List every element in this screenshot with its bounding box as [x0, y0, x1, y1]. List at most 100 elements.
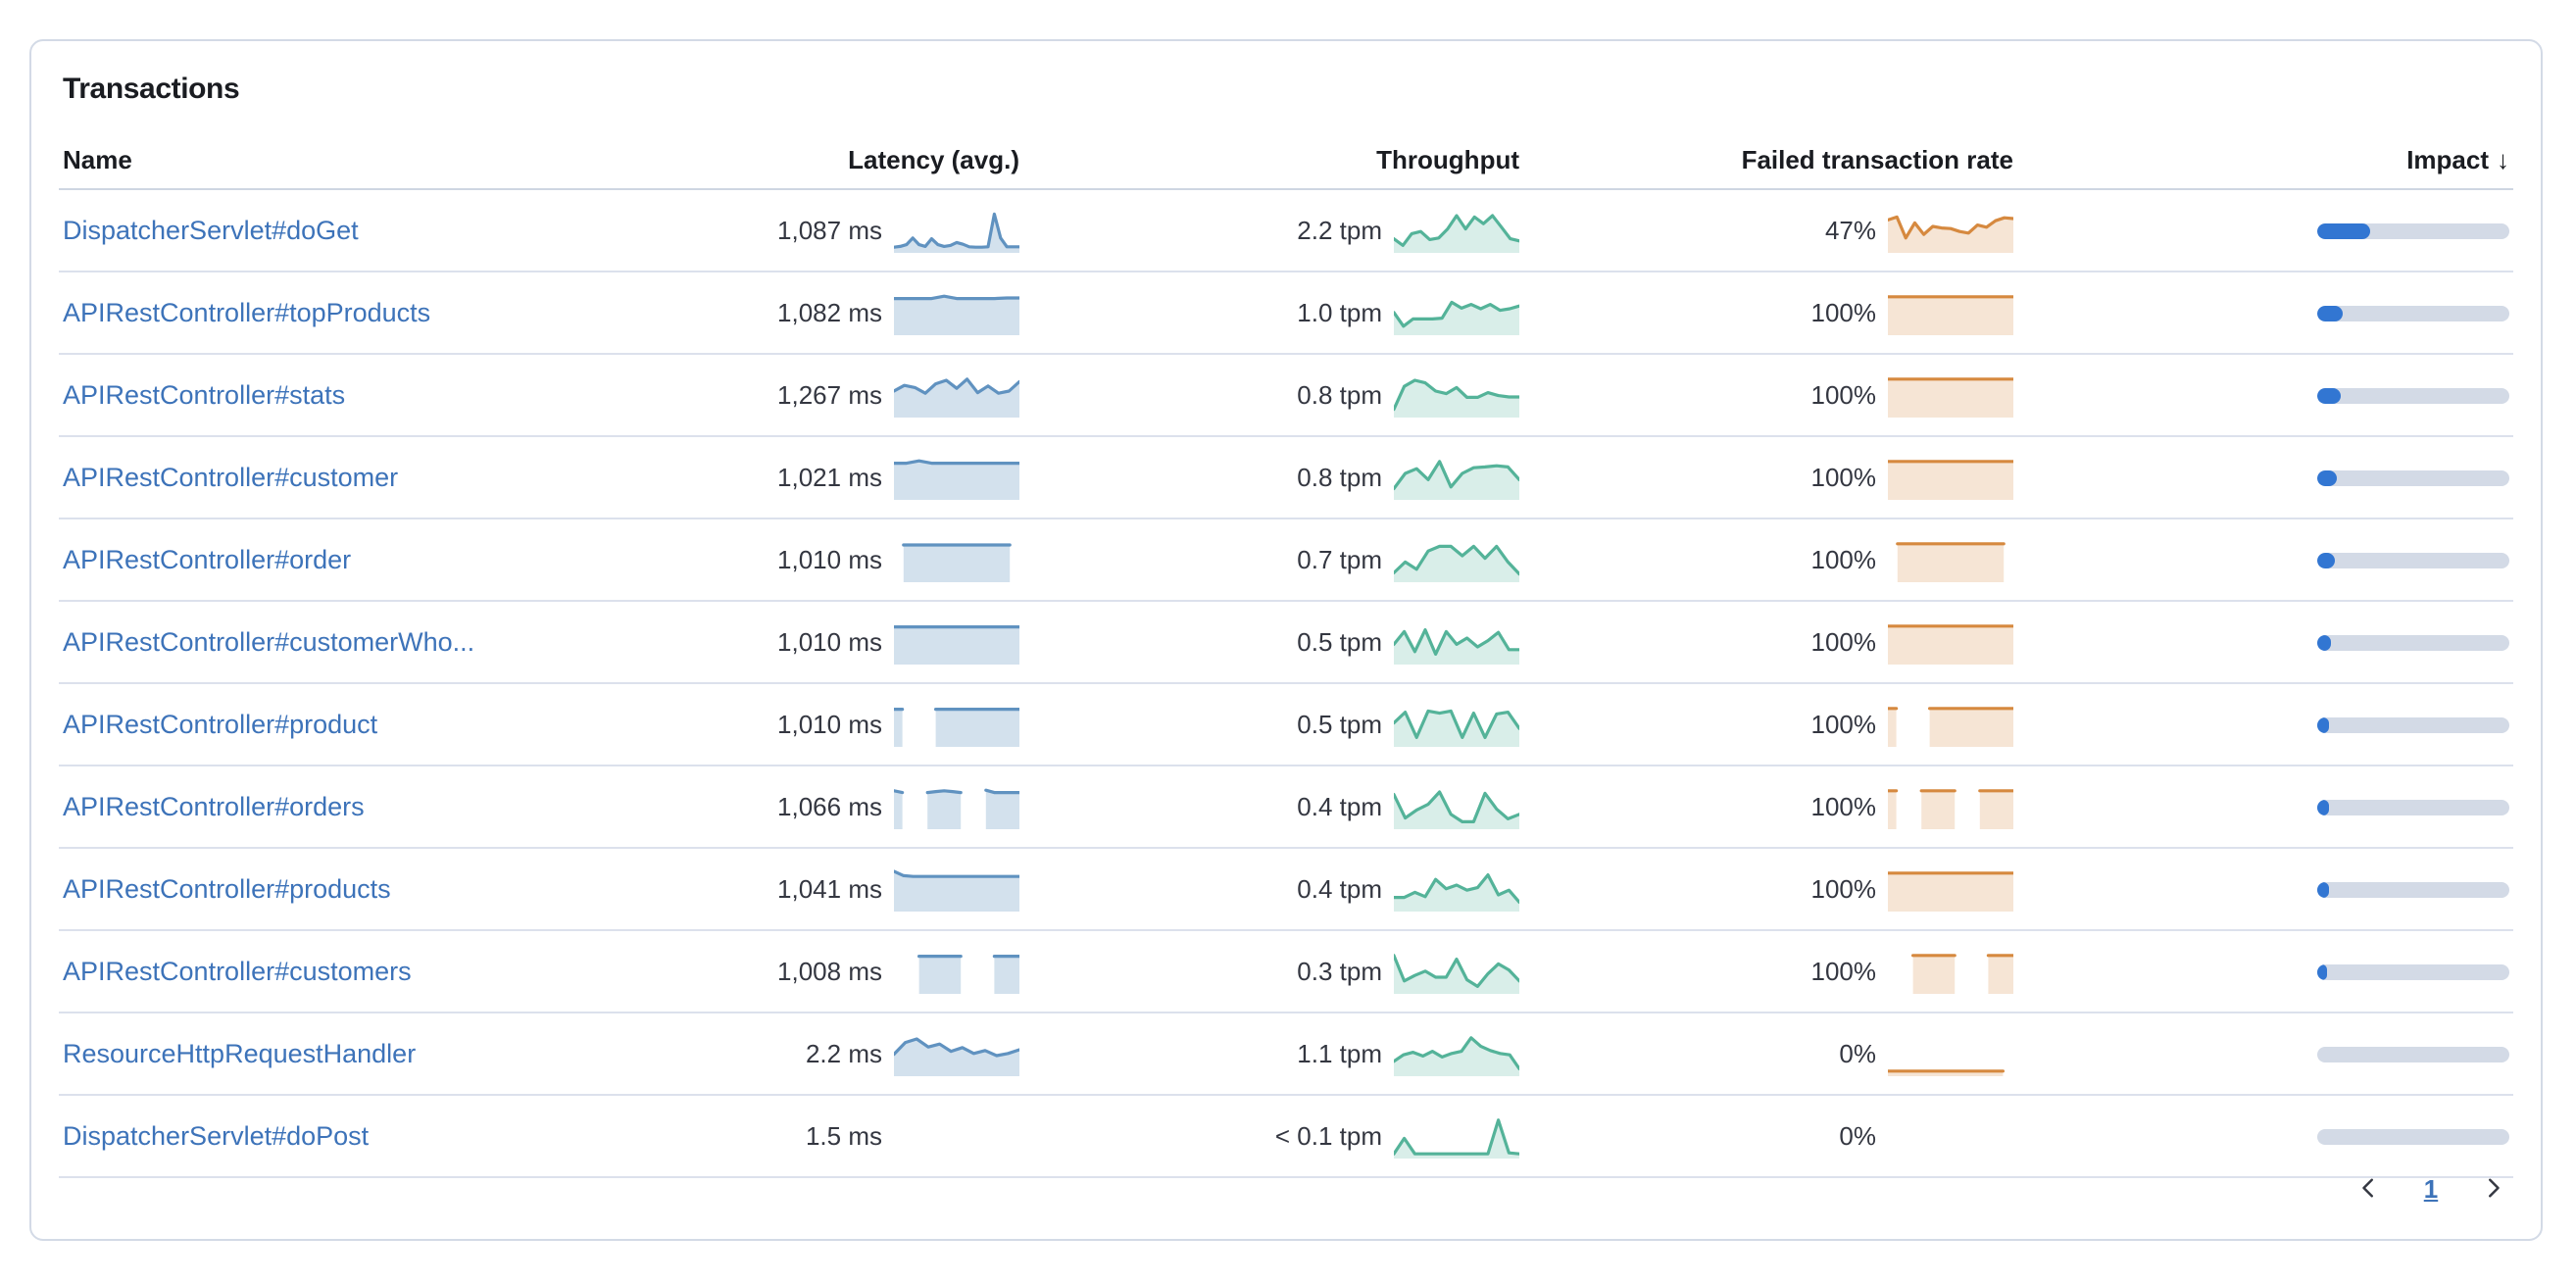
- throughput-value: 1.1 tpm: [1297, 1039, 1382, 1068]
- column-header-throughput[interactable]: Throughput: [1376, 144, 1519, 173]
- failed-rate-cell: 100%: [1519, 867, 2013, 911]
- column-header-latency[interactable]: Latency (avg.): [848, 144, 1019, 173]
- throughput-value: 0.8 tpm: [1297, 463, 1382, 492]
- name-cell: APIRestController#stats: [63, 380, 627, 410]
- latency-value: 1,082 ms: [777, 298, 882, 327]
- latency-value: 1.5 ms: [805, 1121, 882, 1151]
- sort-descending-icon: ↓: [2497, 144, 2509, 173]
- latency-sparkline: [894, 373, 1019, 417]
- throughput-value: 1.0 tpm: [1297, 298, 1382, 327]
- impact-cell: [2013, 552, 2509, 568]
- throughput-cell: 0.7 tpm: [1019, 538, 1519, 581]
- table-row: DispatcherServlet#doPost 1.5 ms < 0.1 tp…: [59, 1096, 2513, 1178]
- column-header-impact[interactable]: Impact ↓: [2013, 144, 2509, 173]
- transaction-link[interactable]: APIRestController#product: [63, 710, 378, 739]
- impact-bar: [2317, 305, 2509, 321]
- impact-bar-fill: [2317, 222, 2371, 238]
- latency-cell: 1,087 ms: [627, 209, 1019, 252]
- latency-cell: 1.5 ms: [627, 1114, 1019, 1158]
- name-cell: ResourceHttpRequestHandler: [63, 1039, 627, 1068]
- transaction-link[interactable]: APIRestController#products: [63, 874, 391, 904]
- impact-cell: [2013, 963, 2509, 979]
- column-header-failed-rate[interactable]: Failed transaction rate: [1741, 144, 2013, 173]
- failed-rate-sparkline: [1888, 620, 2013, 664]
- failed-rate-value: 100%: [1810, 792, 1877, 821]
- throughput-sparkline: [1394, 703, 1519, 746]
- impact-bar: [2317, 1128, 2509, 1144]
- failed-rate-cell: 100%: [1519, 785, 2013, 828]
- failed-rate-value: 100%: [1810, 627, 1877, 657]
- failed-rate-value: 100%: [1810, 463, 1877, 492]
- failed-rate-sparkline: [1888, 538, 2013, 581]
- throughput-sparkline: [1394, 456, 1519, 499]
- impact-bar-fill: [2317, 552, 2335, 568]
- failed-rate-sparkline: [1888, 1032, 2013, 1075]
- throughput-cell: 0.4 tpm: [1019, 867, 1519, 911]
- throughput-value: 0.5 tpm: [1297, 710, 1382, 739]
- previous-page-button[interactable]: [2345, 1164, 2392, 1211]
- latency-cell: 2.2 ms: [627, 1032, 1019, 1075]
- latency-value: 1,087 ms: [777, 216, 882, 245]
- transaction-link[interactable]: ResourceHttpRequestHandler: [63, 1039, 417, 1068]
- transaction-link[interactable]: DispatcherServlet#doPost: [63, 1121, 370, 1151]
- latency-sparkline: [894, 538, 1019, 581]
- latency-value: 1,021 ms: [777, 463, 882, 492]
- table-row: ResourceHttpRequestHandler 2.2 ms 1.1 tp…: [59, 1013, 2513, 1096]
- latency-cell: 1,082 ms: [627, 291, 1019, 334]
- throughput-value: < 0.1 tpm: [1274, 1121, 1382, 1151]
- throughput-sparkline: [1394, 1114, 1519, 1158]
- table-row: APIRestController#product 1,010 ms 0.5 t…: [59, 684, 2513, 766]
- latency-sparkline: [894, 456, 1019, 499]
- throughput-sparkline: [1394, 785, 1519, 828]
- failed-rate-sparkline: [1888, 867, 2013, 911]
- latency-cell: 1,010 ms: [627, 620, 1019, 664]
- impact-bar-fill: [2317, 387, 2341, 403]
- failed-rate-value: 100%: [1810, 380, 1877, 410]
- throughput-cell: 1.1 tpm: [1019, 1032, 1519, 1075]
- latency-value: 1,008 ms: [777, 957, 882, 986]
- table-row: APIRestController#customerWho... 1,010 m…: [59, 602, 2513, 684]
- failed-rate-sparkline: [1888, 209, 2013, 252]
- latency-value: 1,041 ms: [777, 874, 882, 904]
- transaction-link[interactable]: DispatcherServlet#doGet: [63, 216, 359, 245]
- throughput-value: 0.4 tpm: [1297, 874, 1382, 904]
- transaction-link[interactable]: APIRestController#orders: [63, 792, 365, 821]
- next-page-button[interactable]: [2470, 1164, 2517, 1211]
- transaction-link[interactable]: APIRestController#topProducts: [63, 298, 431, 327]
- column-header-name[interactable]: Name: [63, 144, 132, 173]
- transaction-link[interactable]: APIRestController#customerWho...: [63, 627, 475, 657]
- table-row: DispatcherServlet#doGet 1,087 ms 2.2 tpm…: [59, 190, 2513, 272]
- table-row: APIRestController#orders 1,066 ms 0.4 tp…: [59, 766, 2513, 849]
- transaction-link[interactable]: APIRestController#customer: [63, 463, 399, 492]
- transaction-link[interactable]: APIRestController#stats: [63, 380, 346, 410]
- failed-rate-sparkline: [1888, 950, 2013, 993]
- failed-rate-sparkline: [1888, 1114, 2013, 1158]
- latency-cell: 1,010 ms: [627, 703, 1019, 746]
- page-number-button[interactable]: 1: [2423, 1173, 2439, 1203]
- chevron-right-icon: [2489, 1178, 2500, 1198]
- impact-bar-fill: [2317, 799, 2329, 815]
- transaction-link[interactable]: APIRestController#customers: [63, 957, 412, 986]
- table-row: APIRestController#customers 1,008 ms 0.3…: [59, 931, 2513, 1013]
- latency-sparkline: [894, 703, 1019, 746]
- impact-bar: [2317, 634, 2509, 650]
- failed-rate-cell: 100%: [1519, 950, 2013, 993]
- name-cell: APIRestController#products: [63, 874, 627, 904]
- throughput-cell: 0.4 tpm: [1019, 785, 1519, 828]
- latency-value: 1,010 ms: [777, 627, 882, 657]
- impact-bar: [2317, 799, 2509, 815]
- throughput-cell: 0.8 tpm: [1019, 373, 1519, 417]
- failed-rate-value: 47%: [1824, 216, 1876, 245]
- name-cell: APIRestController#product: [63, 710, 627, 739]
- impact-bar: [2317, 552, 2509, 568]
- latency-value: 1,267 ms: [777, 380, 882, 410]
- impact-bar: [2317, 963, 2509, 979]
- throughput-value: 0.4 tpm: [1297, 792, 1382, 821]
- throughput-sparkline: [1394, 620, 1519, 664]
- table-header-row: Name Latency (avg.) Throughput Failed tr…: [59, 129, 2513, 190]
- transaction-link[interactable]: APIRestController#order: [63, 545, 352, 574]
- failed-rate-cell: 100%: [1519, 538, 2013, 581]
- name-cell: DispatcherServlet#doPost: [63, 1121, 627, 1151]
- latency-cell: 1,008 ms: [627, 950, 1019, 993]
